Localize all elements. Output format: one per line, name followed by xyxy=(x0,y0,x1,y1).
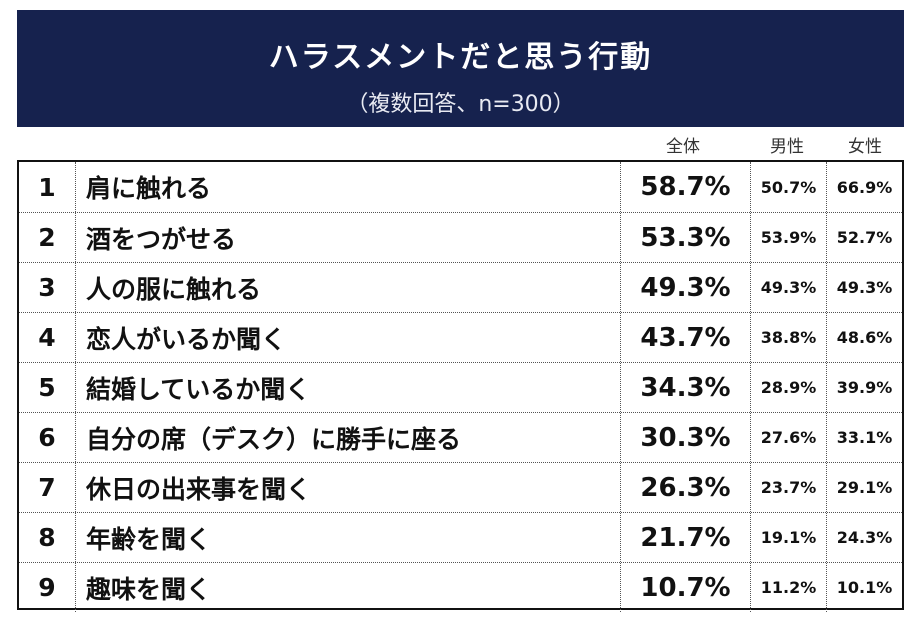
rank-cell: 8 xyxy=(38,523,56,552)
female-cell: 48.6% xyxy=(826,313,902,362)
table-row: 2 酒をつがせる 53.3% 53.9% 52.7% xyxy=(19,212,902,262)
column-header-male: 男性 xyxy=(770,137,804,157)
total-cell: 21.7% xyxy=(620,513,750,562)
item-cell: 結婚しているか聞く xyxy=(75,363,620,412)
table-row: 5 結婚しているか聞く 34.3% 28.9% 39.9% xyxy=(19,362,902,412)
rank-cell: 2 xyxy=(38,223,56,252)
total-cell: 43.7% xyxy=(620,313,750,362)
page-subtitle: （複数回答、n=300） xyxy=(346,92,575,117)
item-cell: 酒をつがせる xyxy=(75,213,620,262)
table-row: 6 自分の席（デスク）に勝手に座る 30.3% 27.6% 33.1% xyxy=(19,412,902,462)
page-title: ハラスメントだと思う行動 xyxy=(268,40,653,75)
total-cell: 49.3% xyxy=(620,263,750,312)
table-row: 1 肩に触れる 58.7% 50.7% 66.9% xyxy=(19,162,902,212)
item-cell: 自分の席（デスク）に勝手に座る xyxy=(75,413,620,462)
rank-cell: 7 xyxy=(38,473,56,502)
item-cell: 肩に触れる xyxy=(75,162,620,212)
rank-cell: 3 xyxy=(38,273,56,302)
rank-cell: 5 xyxy=(38,373,56,402)
female-cell: 29.1% xyxy=(826,463,902,512)
female-cell: 10.1% xyxy=(826,563,902,612)
item-cell: 休日の出来事を聞く xyxy=(75,463,620,512)
item-cell: 人の服に触れる xyxy=(75,263,620,312)
column-header-female: 女性 xyxy=(848,137,882,157)
male-cell: 50.7% xyxy=(750,162,826,212)
table-row: 3 人の服に触れる 49.3% 49.3% 49.3% xyxy=(19,262,902,312)
rank-cell: 9 xyxy=(38,573,56,602)
female-cell: 66.9% xyxy=(826,162,902,212)
total-cell: 58.7% xyxy=(620,162,750,212)
male-cell: 49.3% xyxy=(750,263,826,312)
female-cell: 33.1% xyxy=(826,413,902,462)
male-cell: 38.8% xyxy=(750,313,826,362)
total-cell: 26.3% xyxy=(620,463,750,512)
table-row: 8 年齢を聞く 21.7% 19.1% 24.3% xyxy=(19,512,902,562)
results-table: 1 肩に触れる 58.7% 50.7% 66.9% 2 酒をつがせる 53.3%… xyxy=(17,160,904,612)
rank-cell: 6 xyxy=(38,423,56,452)
item-cell: 趣味を聞く xyxy=(75,563,620,612)
item-cell: 年齢を聞く xyxy=(75,513,620,562)
female-cell: 49.3% xyxy=(826,263,902,312)
column-header-total: 全体 xyxy=(666,137,700,157)
female-cell: 24.3% xyxy=(826,513,902,562)
total-cell: 30.3% xyxy=(620,413,750,462)
table-row: 9 趣味を聞く 10.7% 11.2% 10.1% xyxy=(19,562,902,612)
total-cell: 10.7% xyxy=(620,563,750,612)
male-cell: 27.6% xyxy=(750,413,826,462)
male-cell: 19.1% xyxy=(750,513,826,562)
item-cell: 恋人がいるか聞く xyxy=(75,313,620,362)
male-cell: 53.9% xyxy=(750,213,826,262)
male-cell: 28.9% xyxy=(750,363,826,412)
table-row: 4 恋人がいるか聞く 43.7% 38.8% 48.6% xyxy=(19,312,902,362)
total-cell: 34.3% xyxy=(620,363,750,412)
table-row: 7 休日の出来事を聞く 26.3% 23.7% 29.1% xyxy=(19,462,902,512)
male-cell: 11.2% xyxy=(750,563,826,612)
table-header-banner: ハラスメントだと思う行動 （複数回答、n=300） xyxy=(17,10,904,127)
rank-cell: 1 xyxy=(38,172,56,202)
rank-cell: 4 xyxy=(38,323,56,352)
total-cell: 53.3% xyxy=(620,213,750,262)
female-cell: 52.7% xyxy=(826,213,902,262)
male-cell: 23.7% xyxy=(750,463,826,512)
female-cell: 39.9% xyxy=(826,363,902,412)
